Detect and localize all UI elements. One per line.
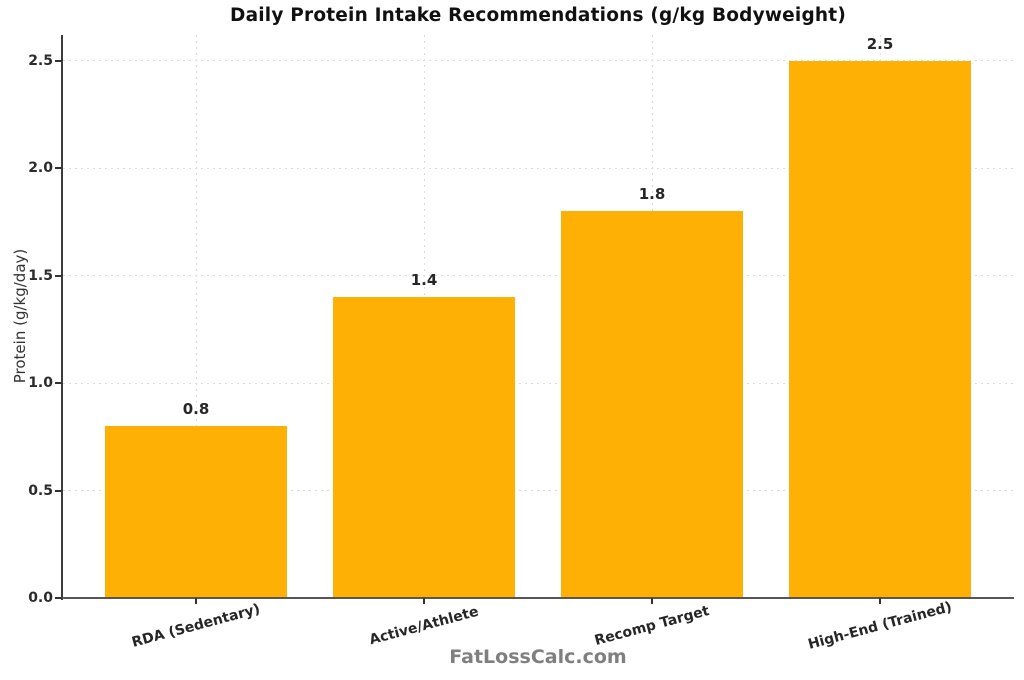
y-axis-tick <box>55 167 62 170</box>
chart-title: Daily Protein Intake Recommendations (g/… <box>230 5 846 26</box>
y-tick-label: 1.0 <box>28 375 53 392</box>
x-axis-tick <box>195 598 197 604</box>
x-axis-spine <box>61 597 1014 599</box>
bar-value-label: 0.8 <box>182 400 210 419</box>
grid-line-vertical <box>196 35 197 598</box>
grid-line-horizontal <box>63 490 1013 492</box>
y-axis-tick <box>55 382 62 385</box>
bar <box>105 426 287 598</box>
watermark-text: FatLossCalc.com <box>449 646 627 668</box>
bar <box>789 60 971 598</box>
y-axis-tick <box>55 489 62 492</box>
y-axis-spine <box>61 35 63 600</box>
y-axis-tick <box>55 274 62 277</box>
x-tick-label: RDA (Sedentary) <box>130 601 262 651</box>
y-tick-label: 0.5 <box>28 482 53 499</box>
x-tick-label: Recomp Target <box>592 603 712 649</box>
y-axis-tick <box>55 597 62 599</box>
y-tick-label: 2.5 <box>28 52 53 69</box>
bar-value-label: 1.4 <box>410 271 438 290</box>
grid-line-horizontal <box>63 60 1013 62</box>
x-axis-tick <box>879 598 881 604</box>
x-tick-label: Active/Athlete <box>367 603 481 649</box>
grid-line-horizontal <box>63 382 1013 384</box>
bar-value-label: 1.8 <box>638 185 666 204</box>
bar <box>561 211 743 598</box>
grid-line-horizontal <box>63 167 1013 169</box>
bar-value-label: 2.5 <box>866 34 894 53</box>
y-tick-label: 1.5 <box>28 267 53 284</box>
bar <box>333 297 515 598</box>
y-tick-label: 0.0 <box>28 590 53 606</box>
grid-line-horizontal <box>63 275 1013 277</box>
x-axis-tick <box>423 598 425 604</box>
y-axis-tick <box>55 59 62 62</box>
y-tick-label: 2.0 <box>28 160 53 177</box>
plot-area: 0.8 1.4 1.8 2.5 <box>63 35 1013 598</box>
x-axis-tick <box>651 598 653 604</box>
